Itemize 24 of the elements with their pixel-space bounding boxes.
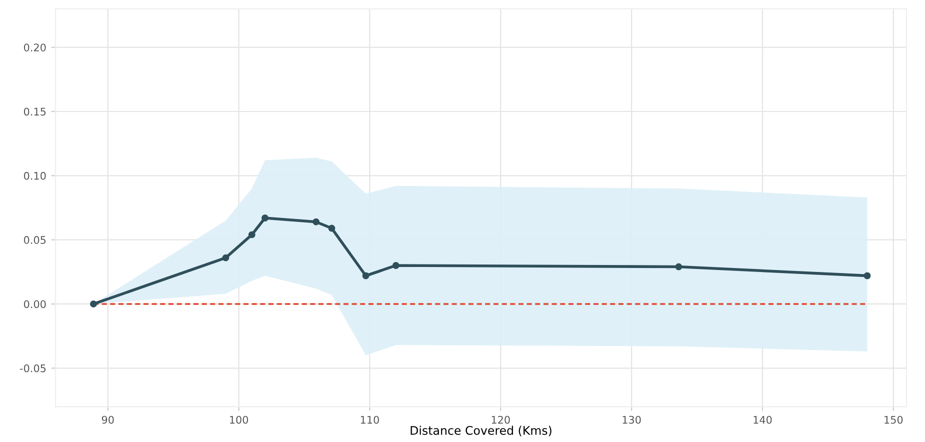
y-tick-label: -0.05 — [20, 364, 46, 372]
x-tick-label: 130 — [622, 416, 641, 424]
x-tick-label: 90 — [102, 416, 114, 424]
x-axis-title: Distance Covered (Kms) — [410, 426, 552, 436]
point — [392, 262, 400, 269]
y-tick-label: 0.05 — [24, 236, 46, 244]
x-tick-label: 150 — [884, 416, 903, 424]
point — [328, 224, 336, 232]
point — [90, 300, 97, 308]
y-tick-label: 0.15 — [24, 108, 46, 116]
point — [222, 254, 230, 262]
x-tick-label: 100 — [230, 416, 248, 424]
y-tick-label: 0.00 — [24, 300, 46, 308]
point — [262, 214, 268, 222]
x-tick-label: 110 — [360, 416, 379, 424]
point — [675, 263, 682, 270]
x-tick-label: 140 — [754, 416, 772, 424]
y-tick-label: 0.10 — [24, 172, 46, 180]
y-tick-label: 0.20 — [24, 44, 46, 52]
point — [248, 231, 256, 238]
point — [312, 218, 320, 226]
point — [864, 272, 871, 280]
point — [362, 272, 370, 280]
x-tick-label: 120 — [492, 416, 510, 424]
